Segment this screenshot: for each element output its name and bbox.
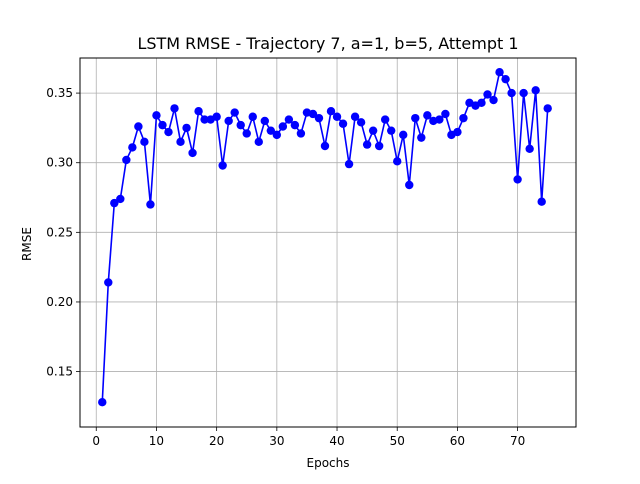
data-point — [176, 137, 185, 147]
y-tick-label: 0.35 — [46, 86, 73, 100]
data-point — [477, 98, 486, 108]
data-point — [525, 144, 534, 153]
data-point — [320, 141, 330, 151]
x-tick-label: 30 — [269, 434, 284, 448]
x-tick-label: 50 — [390, 434, 405, 448]
data-point — [128, 143, 137, 152]
data-point — [104, 278, 113, 287]
x-tick-label: 40 — [329, 434, 344, 448]
data-point — [380, 115, 390, 124]
y-tick-label: 0.20 — [46, 295, 73, 309]
axis-ticks: 0 10 20 30 40 50 60 70 0.15 0.20 0.25 0.30 0.35 — [46, 86, 525, 448]
data-point — [272, 130, 282, 140]
chart-title: LSTM RMSE - Trajectory 7, a=1, b=5, Atte… — [137, 34, 518, 53]
data-point — [495, 68, 504, 77]
data-point — [170, 104, 179, 113]
data-point — [278, 122, 288, 131]
x-tick-label: 10 — [149, 434, 164, 448]
data-point — [122, 155, 131, 165]
data-point — [543, 104, 552, 113]
data-point — [489, 95, 498, 105]
data-point — [158, 120, 167, 130]
data-point — [236, 120, 245, 130]
y-tick-label: 0.25 — [46, 225, 73, 239]
data-point — [164, 127, 173, 137]
data-point — [110, 198, 119, 208]
x-tick-label: 0 — [92, 434, 100, 448]
data-point — [284, 115, 294, 124]
data-point — [537, 197, 546, 206]
data-point — [314, 113, 324, 123]
data-point — [182, 123, 191, 133]
x-tick-label: 60 — [450, 434, 465, 448]
data-point — [362, 140, 372, 149]
data-point — [224, 116, 233, 126]
data-point — [140, 137, 149, 147]
x-tick-label: 70 — [510, 434, 525, 448]
data-point — [308, 109, 318, 119]
x-tick-label: 20 — [209, 434, 224, 448]
data-point — [483, 90, 492, 99]
data-point — [326, 106, 336, 116]
data-point — [411, 113, 420, 123]
data-point — [200, 115, 209, 124]
data-point — [435, 115, 444, 124]
data-point — [218, 161, 227, 170]
data-point — [260, 116, 269, 126]
data-point — [212, 112, 221, 121]
data-point — [332, 112, 342, 121]
data-point — [248, 112, 257, 121]
data-point — [188, 148, 197, 158]
data-point — [519, 88, 528, 98]
y-tick-label: 0.15 — [46, 365, 73, 379]
y-tick-label: 0.30 — [46, 156, 73, 170]
data-point — [350, 112, 360, 121]
y-axis-label: RMSE — [20, 227, 34, 261]
data-series — [98, 68, 552, 407]
data-point — [417, 133, 426, 142]
data-point — [368, 126, 378, 135]
data-point — [507, 88, 516, 98]
data-point — [405, 180, 414, 190]
data-point — [531, 86, 540, 95]
data-point — [387, 126, 396, 135]
data-point — [423, 111, 432, 120]
data-point — [98, 398, 107, 407]
data-point — [194, 106, 203, 116]
data-point — [152, 111, 161, 120]
data-point — [290, 120, 300, 130]
data-point — [116, 194, 125, 204]
data-point — [374, 141, 384, 151]
data-point — [266, 126, 276, 135]
data-point — [254, 137, 263, 147]
data-point — [356, 118, 366, 127]
data-point — [399, 130, 408, 140]
data-point — [146, 200, 155, 209]
plot-area-frame — [79, 57, 577, 428]
data-point — [134, 122, 143, 131]
data-point — [242, 129, 251, 138]
data-point — [441, 109, 450, 119]
x-axis-label: Epochs — [307, 456, 350, 470]
data-point — [393, 157, 402, 166]
data-point — [296, 129, 306, 138]
data-point — [501, 74, 510, 84]
data-point — [338, 119, 348, 128]
data-point — [230, 108, 239, 117]
data-point — [453, 127, 462, 137]
data-point — [513, 175, 522, 184]
data-point — [344, 159, 354, 169]
data-point — [459, 113, 468, 123]
